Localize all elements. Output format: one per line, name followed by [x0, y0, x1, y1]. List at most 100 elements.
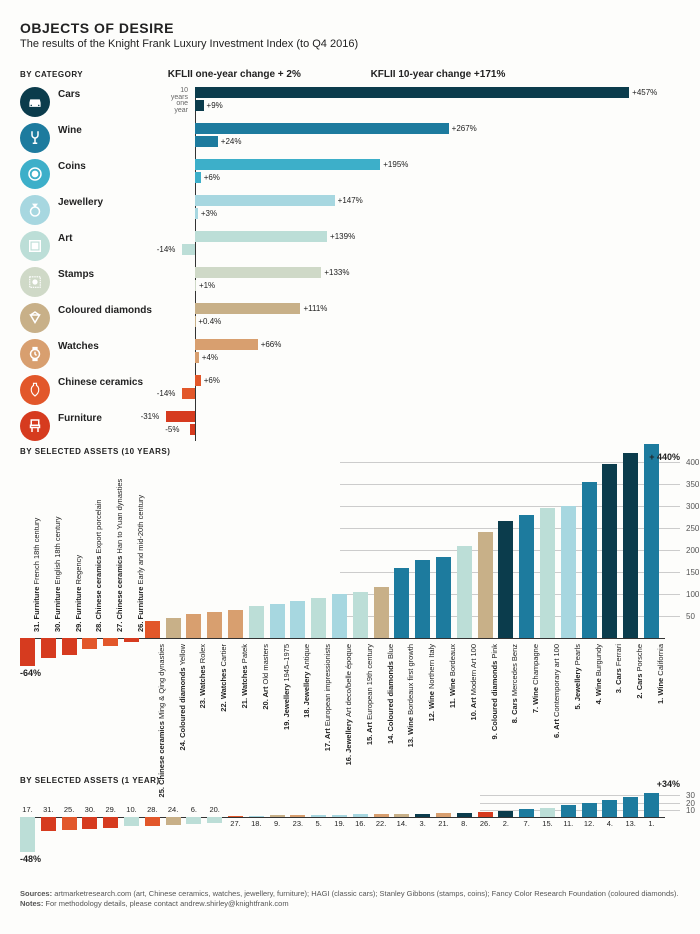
- asset-bar-1yr: [353, 814, 368, 817]
- asset-label: 12. Wine Northern Italy: [427, 644, 436, 721]
- asset-bar-1yr: [62, 817, 77, 830]
- asset-id-1yr: 24.: [166, 805, 181, 814]
- asset-bar-1yr: [415, 814, 430, 817]
- category-row: Art+139%-14%: [20, 231, 680, 261]
- category-name: Wine: [58, 123, 82, 136]
- category-row: Wine+267%+24%: [20, 123, 680, 153]
- bar-value-1yr: +4%: [202, 352, 218, 363]
- asset-bar: [394, 568, 409, 638]
- asset-id-1yr: 29.: [103, 805, 118, 814]
- asset-id-1yr: 18.: [249, 819, 264, 828]
- kflii-10yr-label: KFLII 10-year change +171%: [371, 69, 506, 80]
- category-name: Chinese ceramics: [58, 375, 143, 388]
- asset-bar: [332, 594, 347, 638]
- by-category-heading: BY CATEGORY: [20, 70, 165, 79]
- asset-label: 11. Wine Bordeaux: [448, 644, 457, 708]
- asset-bar: [623, 453, 638, 638]
- asset-id-1yr: 2.: [498, 819, 513, 828]
- gridline-label: 150: [682, 568, 699, 577]
- asset-id-1yr: 25.: [62, 805, 77, 814]
- selected-assets-10yr-chart: 5010015020025030035040031. Furniture Fre…: [20, 466, 680, 666]
- asset-id-1yr: 10.: [124, 805, 139, 814]
- asset-label: 17. Art European impressionists: [323, 644, 332, 751]
- asset-label: 7. Wine Champagne: [531, 644, 540, 713]
- bar-value-10yr: +133%: [324, 267, 349, 278]
- watch-icon: [20, 339, 50, 369]
- gridline-label: 30: [682, 791, 695, 800]
- by-selected-10-heading: BY SELECTED ASSETS (10 YEARS): [20, 447, 680, 456]
- asset-bar: [582, 482, 597, 638]
- asset-bar-1yr: [582, 803, 597, 817]
- asset-label: 16. Jewellery Art deco/belle époque: [344, 644, 353, 765]
- asset-bar-1yr: [478, 812, 493, 817]
- asset-bar: [457, 546, 472, 638]
- asset-label: 27. Chinese ceramics Han to Yuan dynasti…: [115, 479, 124, 632]
- asset-bar-1yr: [270, 815, 285, 817]
- asset-bar: [41, 638, 56, 658]
- asset-bar-1yr: [103, 817, 118, 828]
- asset-bar: [103, 638, 118, 646]
- asset-bar: [311, 598, 326, 638]
- bar-value-1yr: +6%: [204, 172, 220, 183]
- notes-text: For methodology details, please contact …: [43, 899, 288, 908]
- asset-id-1yr: 30.: [82, 805, 97, 814]
- asset-id-1yr: 5.: [311, 819, 326, 828]
- ring-icon: [20, 195, 50, 225]
- asset-bar: [290, 601, 305, 638]
- asset-bar-1yr: [228, 816, 243, 817]
- asset-label: 6. Art Contemporary art 100: [552, 644, 561, 738]
- sel1-bottom-value: -48%: [20, 854, 41, 864]
- asset-id-1yr: 4.: [602, 819, 617, 828]
- bar-value-1yr: -5%: [165, 424, 179, 435]
- asset-bar-1yr: [124, 817, 139, 826]
- asset-label: 25. Chinese ceramics Ming & Qing dynasti…: [157, 644, 166, 797]
- asset-bar-1yr: [457, 813, 472, 817]
- art-icon: [20, 231, 50, 261]
- gridline-label: 400: [682, 458, 699, 467]
- asset-label: 19. Jewellery 1945–1975: [282, 644, 291, 730]
- bar-value-1yr: -14%: [157, 388, 176, 399]
- asset-bar: [540, 508, 555, 638]
- category-name: Coloured diamonds: [58, 303, 152, 316]
- asset-bar-1yr: [374, 814, 389, 817]
- asset-label: 9. Coloured diamonds Pink: [490, 644, 499, 739]
- category-row: Coloured diamonds+111%+0.4%: [20, 303, 680, 333]
- asset-id-1yr: 7.: [519, 819, 534, 828]
- asset-bar: [62, 638, 77, 655]
- asset-label: 29. Furniture Regency: [74, 555, 83, 632]
- ten-years-label: 10 years: [165, 87, 192, 101]
- sources-label: Sources:: [20, 889, 52, 898]
- asset-bar-1yr: [207, 817, 222, 823]
- asset-bar: [186, 614, 201, 638]
- asset-bar: [207, 612, 222, 638]
- asset-label: 8. Cars Mercedes Benz: [510, 644, 519, 723]
- category-name: Stamps: [58, 267, 94, 280]
- asset-id-1yr: 22.: [374, 819, 389, 828]
- bar-value-1yr: +24%: [221, 136, 242, 147]
- gridline-label: 350: [682, 480, 699, 489]
- asset-bar: [124, 638, 139, 642]
- gridline-label: 250: [682, 524, 699, 533]
- asset-label: 23. Watches Rolex: [198, 644, 207, 708]
- asset-bar: [145, 621, 160, 638]
- stamp-icon: [20, 267, 50, 297]
- asset-id-1yr: 1.: [644, 819, 659, 828]
- asset-bar: [498, 521, 513, 638]
- category-row: Coins+195%+6%: [20, 159, 680, 189]
- asset-bar-1yr: [644, 793, 659, 817]
- category-row: Chinese ceramics+6%-14%: [20, 375, 680, 405]
- asset-bar-1yr: [20, 817, 35, 852]
- asset-id-1yr: 31.: [41, 805, 56, 814]
- asset-bar: [270, 604, 285, 638]
- category-row: Jewellery+147%+3%: [20, 195, 680, 225]
- coin-icon: [20, 159, 50, 189]
- sel10-top-value: + 440%: [649, 452, 680, 462]
- asset-label: 15. Art European 19th century: [365, 644, 374, 745]
- asset-label: 21. Watches Patek: [240, 644, 249, 708]
- category-row: Cars+457%10 years+9%one year: [20, 87, 680, 117]
- category-row: Watches+66%+4%: [20, 339, 680, 369]
- notes-label: Notes:: [20, 899, 43, 908]
- asset-bar-1yr: [602, 800, 617, 817]
- chair-icon: [20, 411, 50, 441]
- bar-value-1yr: +9%: [207, 100, 223, 111]
